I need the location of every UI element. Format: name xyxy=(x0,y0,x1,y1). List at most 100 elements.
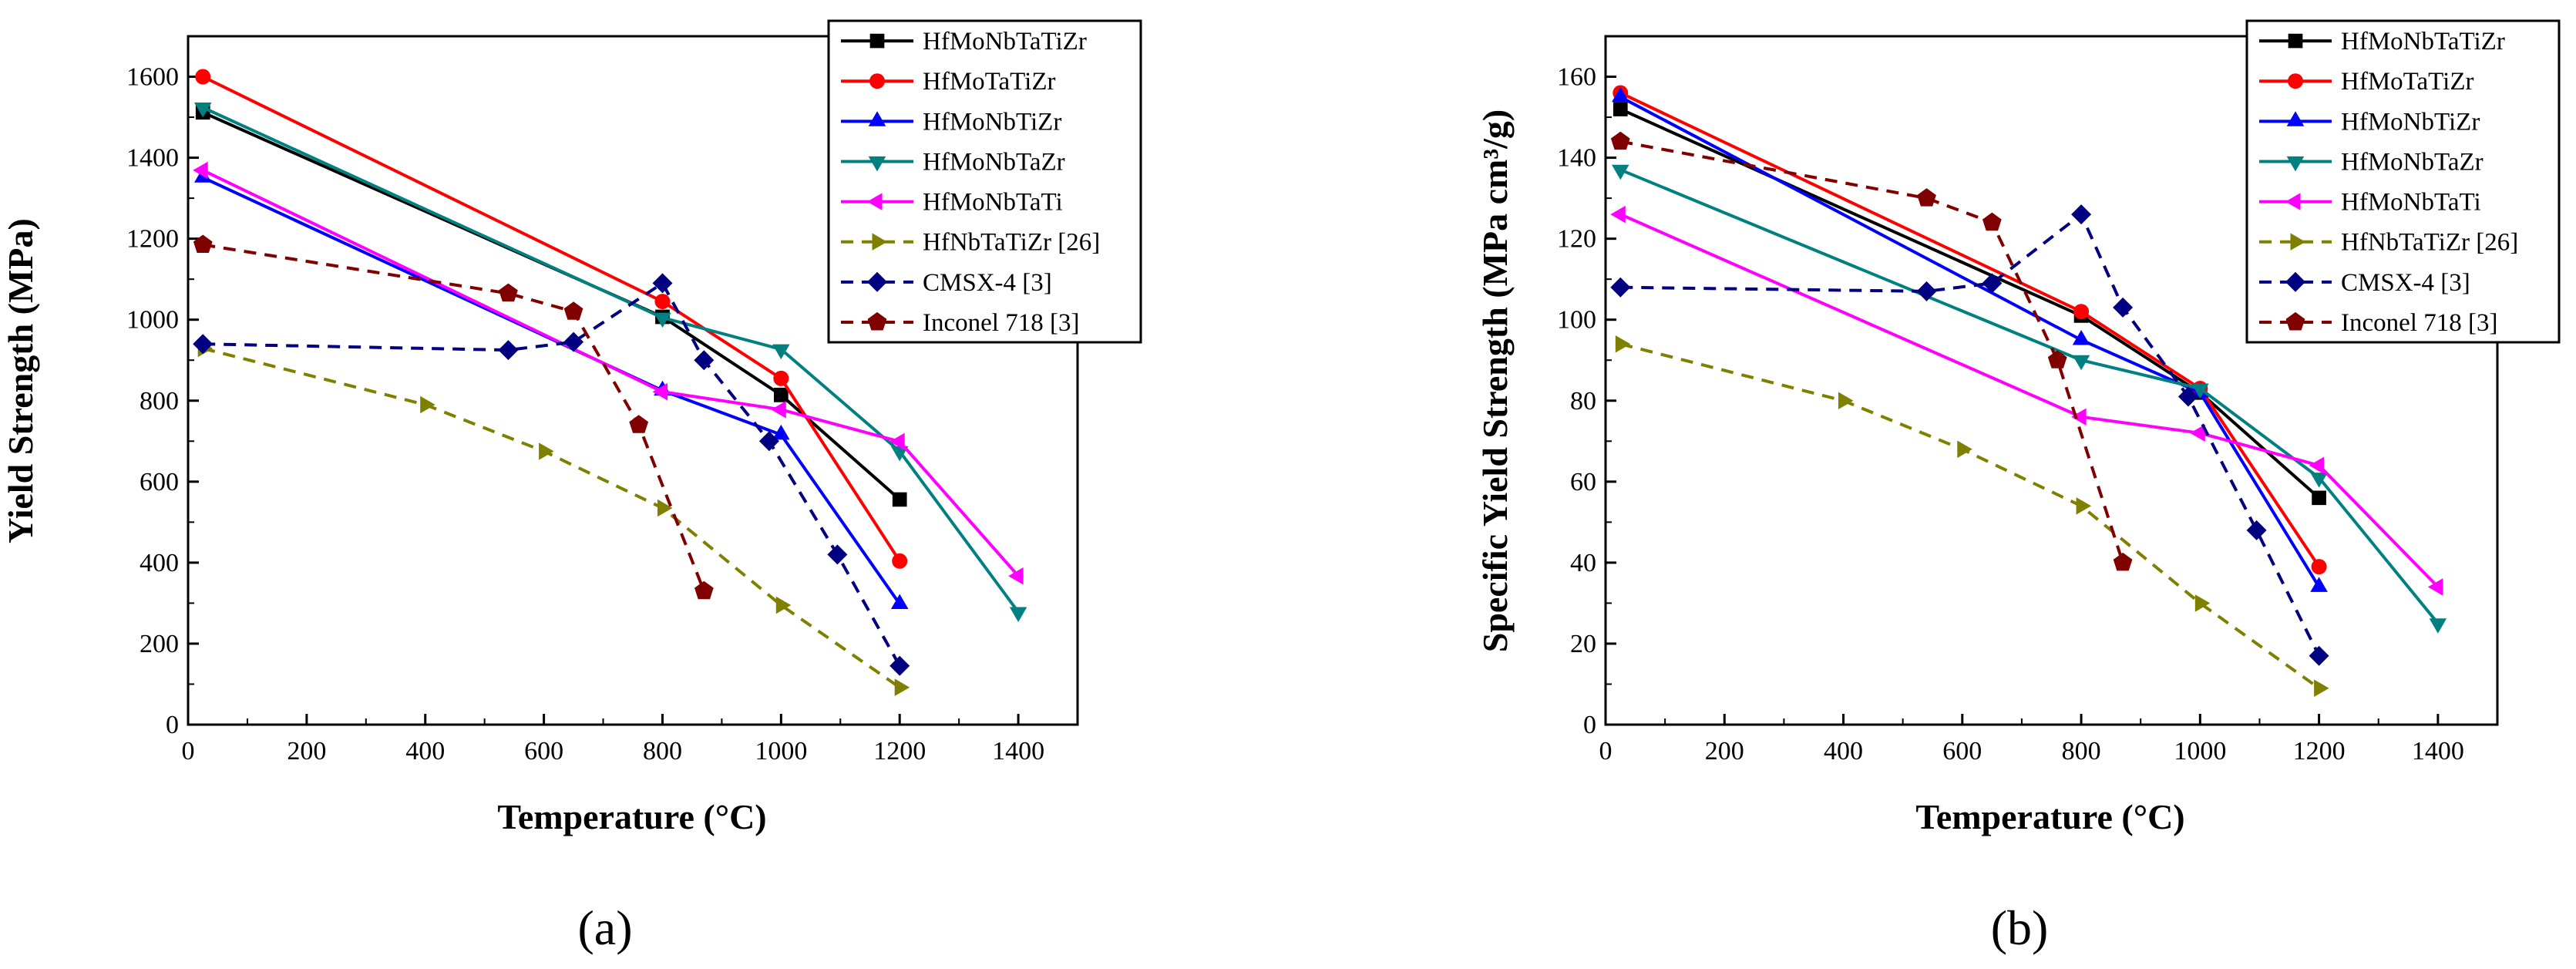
x-tick-label: 800 xyxy=(643,737,682,765)
data-point xyxy=(2310,577,2328,592)
data-point xyxy=(892,492,907,507)
legend-label: Inconel 718 [3] xyxy=(923,309,1079,337)
y-tick-label: 400 xyxy=(140,549,179,577)
data-point xyxy=(775,596,792,614)
series-line xyxy=(1619,140,2125,564)
x-axis-title: Temperature (°C) xyxy=(497,797,766,836)
legend-label: Inconel 718 [3] xyxy=(2341,309,2497,337)
y-tick-label: 200 xyxy=(140,630,179,658)
data-point xyxy=(539,442,554,460)
y-tick-label: 0 xyxy=(166,711,179,739)
data-point xyxy=(193,234,213,253)
series-line xyxy=(1619,91,2321,568)
series-line xyxy=(1620,211,2321,657)
legend-swatch-marker xyxy=(2285,193,2301,210)
y-tick-label: 0 xyxy=(1583,711,1596,739)
legend-swatch-marker xyxy=(869,33,885,49)
y-axis-title: Yield Strength (MPa) xyxy=(1,218,40,543)
legend-label: HfMoNbTiZr xyxy=(2341,108,2480,136)
x-tick-label: 400 xyxy=(405,737,445,765)
data-point xyxy=(890,446,909,462)
x-tick-label: 0 xyxy=(1599,737,1613,765)
data-point xyxy=(563,331,584,352)
x-tick-label: 400 xyxy=(1824,737,1863,765)
legend-swatch-marker xyxy=(867,311,887,331)
legend-label: CMSX-4 [3] xyxy=(2341,269,2470,297)
legend-label: HfMoNbTaZr xyxy=(923,148,1065,176)
x-tick-label: 1000 xyxy=(2174,737,2226,765)
data-point xyxy=(2071,408,2087,426)
data-point xyxy=(1612,164,1629,180)
y-tick-label: 600 xyxy=(140,468,179,496)
x-axis-title: Temperature (°C) xyxy=(1915,797,2184,836)
legend-swatch-marker xyxy=(2290,233,2305,251)
data-point xyxy=(2310,473,2328,488)
series-inconel-718-3 xyxy=(1610,131,2133,571)
plot-frame xyxy=(187,35,1079,726)
legend-label: HfMoNbTaTiZr xyxy=(923,28,1087,56)
legend-label: HfMoNbTaZr xyxy=(2341,148,2484,176)
series-hfmonbtatizr xyxy=(1613,102,2326,506)
data-point xyxy=(2072,330,2090,345)
y-tick-label: 80 xyxy=(1570,387,1596,416)
data-point xyxy=(1612,86,1629,103)
x-tick-label: 1200 xyxy=(2293,737,2346,765)
data-point xyxy=(2246,520,2267,540)
data-point xyxy=(772,424,790,440)
y-tick-label: 100 xyxy=(1557,306,1596,335)
data-point xyxy=(1838,392,1854,409)
chart-panel-a: 0 200 400 600 800 1000 1200 1400 0 200 400 600 800 10… xyxy=(1,19,1142,955)
data-point xyxy=(499,283,518,302)
series-cmsx-4-3 xyxy=(1610,204,2329,666)
data-point xyxy=(890,594,909,609)
series-hfmotatizr xyxy=(1613,85,2327,575)
data-point xyxy=(2314,679,2329,697)
series-hfmonbtazr xyxy=(194,103,1027,622)
data-point xyxy=(889,432,905,451)
data-point xyxy=(654,312,671,328)
legend-swatch-marker xyxy=(2286,156,2305,172)
data-point xyxy=(420,395,435,414)
x-tick-label: 1000 xyxy=(755,737,807,765)
legend-swatch-marker xyxy=(869,73,885,89)
data-point xyxy=(1615,335,1631,353)
data-point xyxy=(652,382,668,401)
data-point xyxy=(195,69,211,85)
data-point xyxy=(2191,383,2209,399)
data-point xyxy=(629,415,649,433)
legend-swatch-marker xyxy=(867,193,883,210)
panel-label: (b) xyxy=(1991,900,2049,955)
series-line xyxy=(202,110,901,501)
data-point xyxy=(892,553,908,569)
panel-label: (a) xyxy=(577,900,632,955)
x-tick-label: 1400 xyxy=(2412,737,2464,765)
y-tick-label: 40 xyxy=(1570,549,1596,577)
y-tick-label: 120 xyxy=(1557,225,1596,254)
y-tick-label: 1000 xyxy=(126,306,179,335)
data-point xyxy=(498,340,519,361)
data-point xyxy=(773,370,789,386)
series-hfmonbtizr xyxy=(1612,86,2328,592)
data-point xyxy=(654,294,671,310)
data-point xyxy=(758,431,779,452)
legend-swatch-marker xyxy=(868,111,886,126)
y-tick-label: 1400 xyxy=(126,144,179,173)
data-point xyxy=(1610,205,1626,224)
data-point xyxy=(894,678,910,696)
x-tick-label: 800 xyxy=(2062,737,2101,765)
y-tick-label: 1200 xyxy=(126,225,179,254)
data-point xyxy=(1917,188,1936,207)
legend-label: HfMoNbTaTi xyxy=(2341,189,2481,217)
series-hfmonbtati xyxy=(1610,205,2443,596)
series-hfmotatizr xyxy=(195,69,908,569)
series-line xyxy=(202,75,901,562)
data-point xyxy=(2309,645,2329,666)
legend-swatch-marker xyxy=(872,233,887,251)
data-point xyxy=(1008,567,1024,585)
series-hfmonbtizr xyxy=(194,167,909,609)
data-point xyxy=(1982,273,2003,294)
legend-label: HfMoNbTiZr xyxy=(923,108,1061,136)
data-point xyxy=(563,301,583,320)
y-tick-label: 1600 xyxy=(126,63,179,92)
x-tick-label: 600 xyxy=(524,737,563,765)
